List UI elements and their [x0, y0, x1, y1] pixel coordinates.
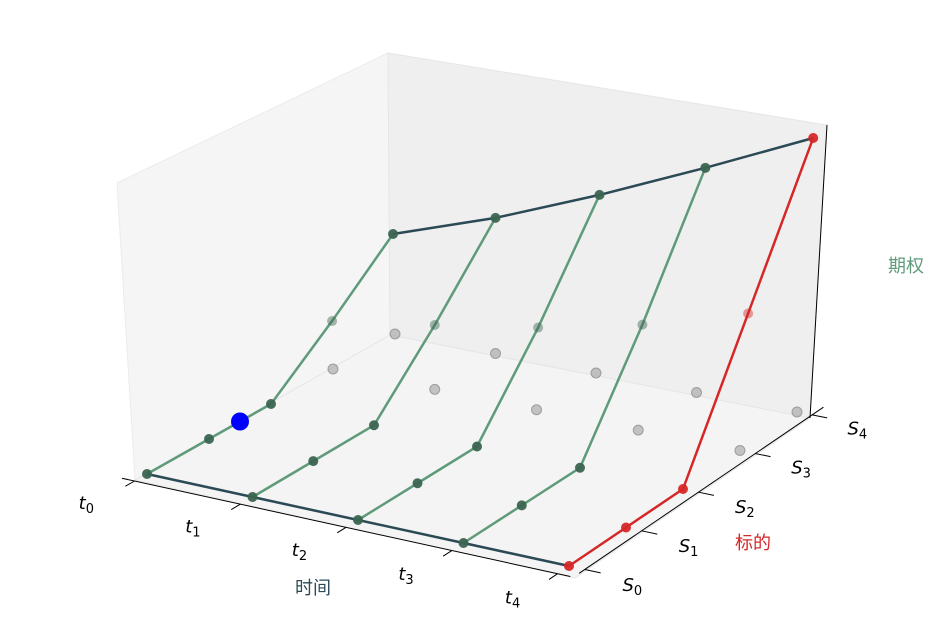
floor-point: [490, 348, 501, 359]
tick-symbol: S: [847, 419, 858, 440]
tick-subscript: 2: [299, 549, 307, 564]
node-point: [700, 162, 711, 173]
node-point: [327, 316, 338, 327]
node-point: [266, 399, 276, 409]
node-point: [472, 441, 482, 452]
node-point: [388, 228, 399, 239]
highlight-point: [231, 412, 249, 431]
node-point: [369, 420, 379, 431]
tick-symbol: S: [735, 497, 746, 518]
node-point: [575, 462, 585, 473]
floor-point: [791, 406, 803, 418]
z-axis-line: [809, 124, 828, 419]
z-axis-label: 期权: [888, 256, 924, 277]
floor-point: [590, 367, 602, 379]
node-point: [412, 478, 423, 489]
y-tick: [811, 414, 828, 419]
x-tick: [125, 480, 135, 487]
x-tick-label: t4: [505, 588, 520, 612]
x-tick: [336, 526, 347, 534]
node-point: [204, 434, 214, 444]
y-tick: [698, 491, 715, 496]
y-tick-label: S3: [791, 458, 811, 482]
tick-subscript: 4: [859, 427, 867, 442]
node-point: [308, 456, 319, 467]
tick-subscript: 2: [746, 505, 754, 520]
tick-subscript: 1: [192, 525, 200, 540]
floor-point: [691, 387, 702, 398]
x-tick-label: t2: [292, 540, 307, 564]
y-tick-label: S2: [735, 497, 755, 521]
floor-point: [531, 404, 542, 416]
y-tick: [584, 568, 601, 574]
tick-symbol: S: [679, 536, 690, 557]
floor-point: [327, 363, 339, 375]
node-point: [247, 492, 258, 502]
x-tick: [230, 503, 241, 510]
x-axis-label: 时间: [295, 578, 331, 599]
tick-symbol: S: [791, 458, 802, 479]
node-point: [353, 515, 363, 525]
node-point: [621, 522, 631, 533]
tick-subscript: 0: [634, 583, 642, 598]
tick-symbol: t: [79, 493, 87, 514]
y-tick-label: S1: [679, 536, 699, 560]
node-point: [458, 538, 469, 548]
node-point: [808, 133, 819, 143]
tick-subscript: 3: [803, 466, 811, 481]
node-point: [743, 308, 754, 319]
tick-symbol: t: [185, 516, 193, 537]
y-axis-label: 标的: [735, 533, 771, 554]
node-point: [533, 322, 544, 333]
tick-symbol: t: [398, 564, 406, 585]
node-point: [594, 189, 605, 200]
floor-point: [429, 383, 441, 395]
x-tick-label: t3: [398, 564, 413, 588]
node-point: [429, 319, 440, 330]
node-point: [142, 469, 152, 479]
floor-point: [389, 328, 401, 340]
x-tick-label: t1: [185, 516, 200, 540]
x-tick-label: t0: [79, 493, 94, 517]
node-point: [564, 561, 574, 571]
node-point: [637, 319, 648, 330]
tick-symbol: t: [505, 588, 513, 609]
floor-point: [632, 424, 644, 436]
x-tick: [442, 550, 453, 557]
tick-symbol: t: [292, 540, 300, 561]
y-tick-label: S0: [622, 575, 642, 599]
y-axis-line: [578, 406, 824, 574]
node-point: [516, 500, 527, 511]
node-point: [490, 212, 501, 223]
y-tick: [755, 453, 771, 458]
tick-subscript: 0: [86, 501, 94, 516]
tick-subscript: 4: [512, 596, 520, 611]
tick-subscript: 3: [405, 572, 413, 587]
node-point: [678, 484, 688, 494]
y-tick-label: S4: [847, 419, 867, 443]
floor-point: [734, 445, 746, 456]
y-tick: [641, 530, 658, 535]
x-tick: [548, 573, 558, 580]
tick-symbol: S: [622, 575, 633, 596]
tick-subscript: 1: [690, 544, 698, 559]
